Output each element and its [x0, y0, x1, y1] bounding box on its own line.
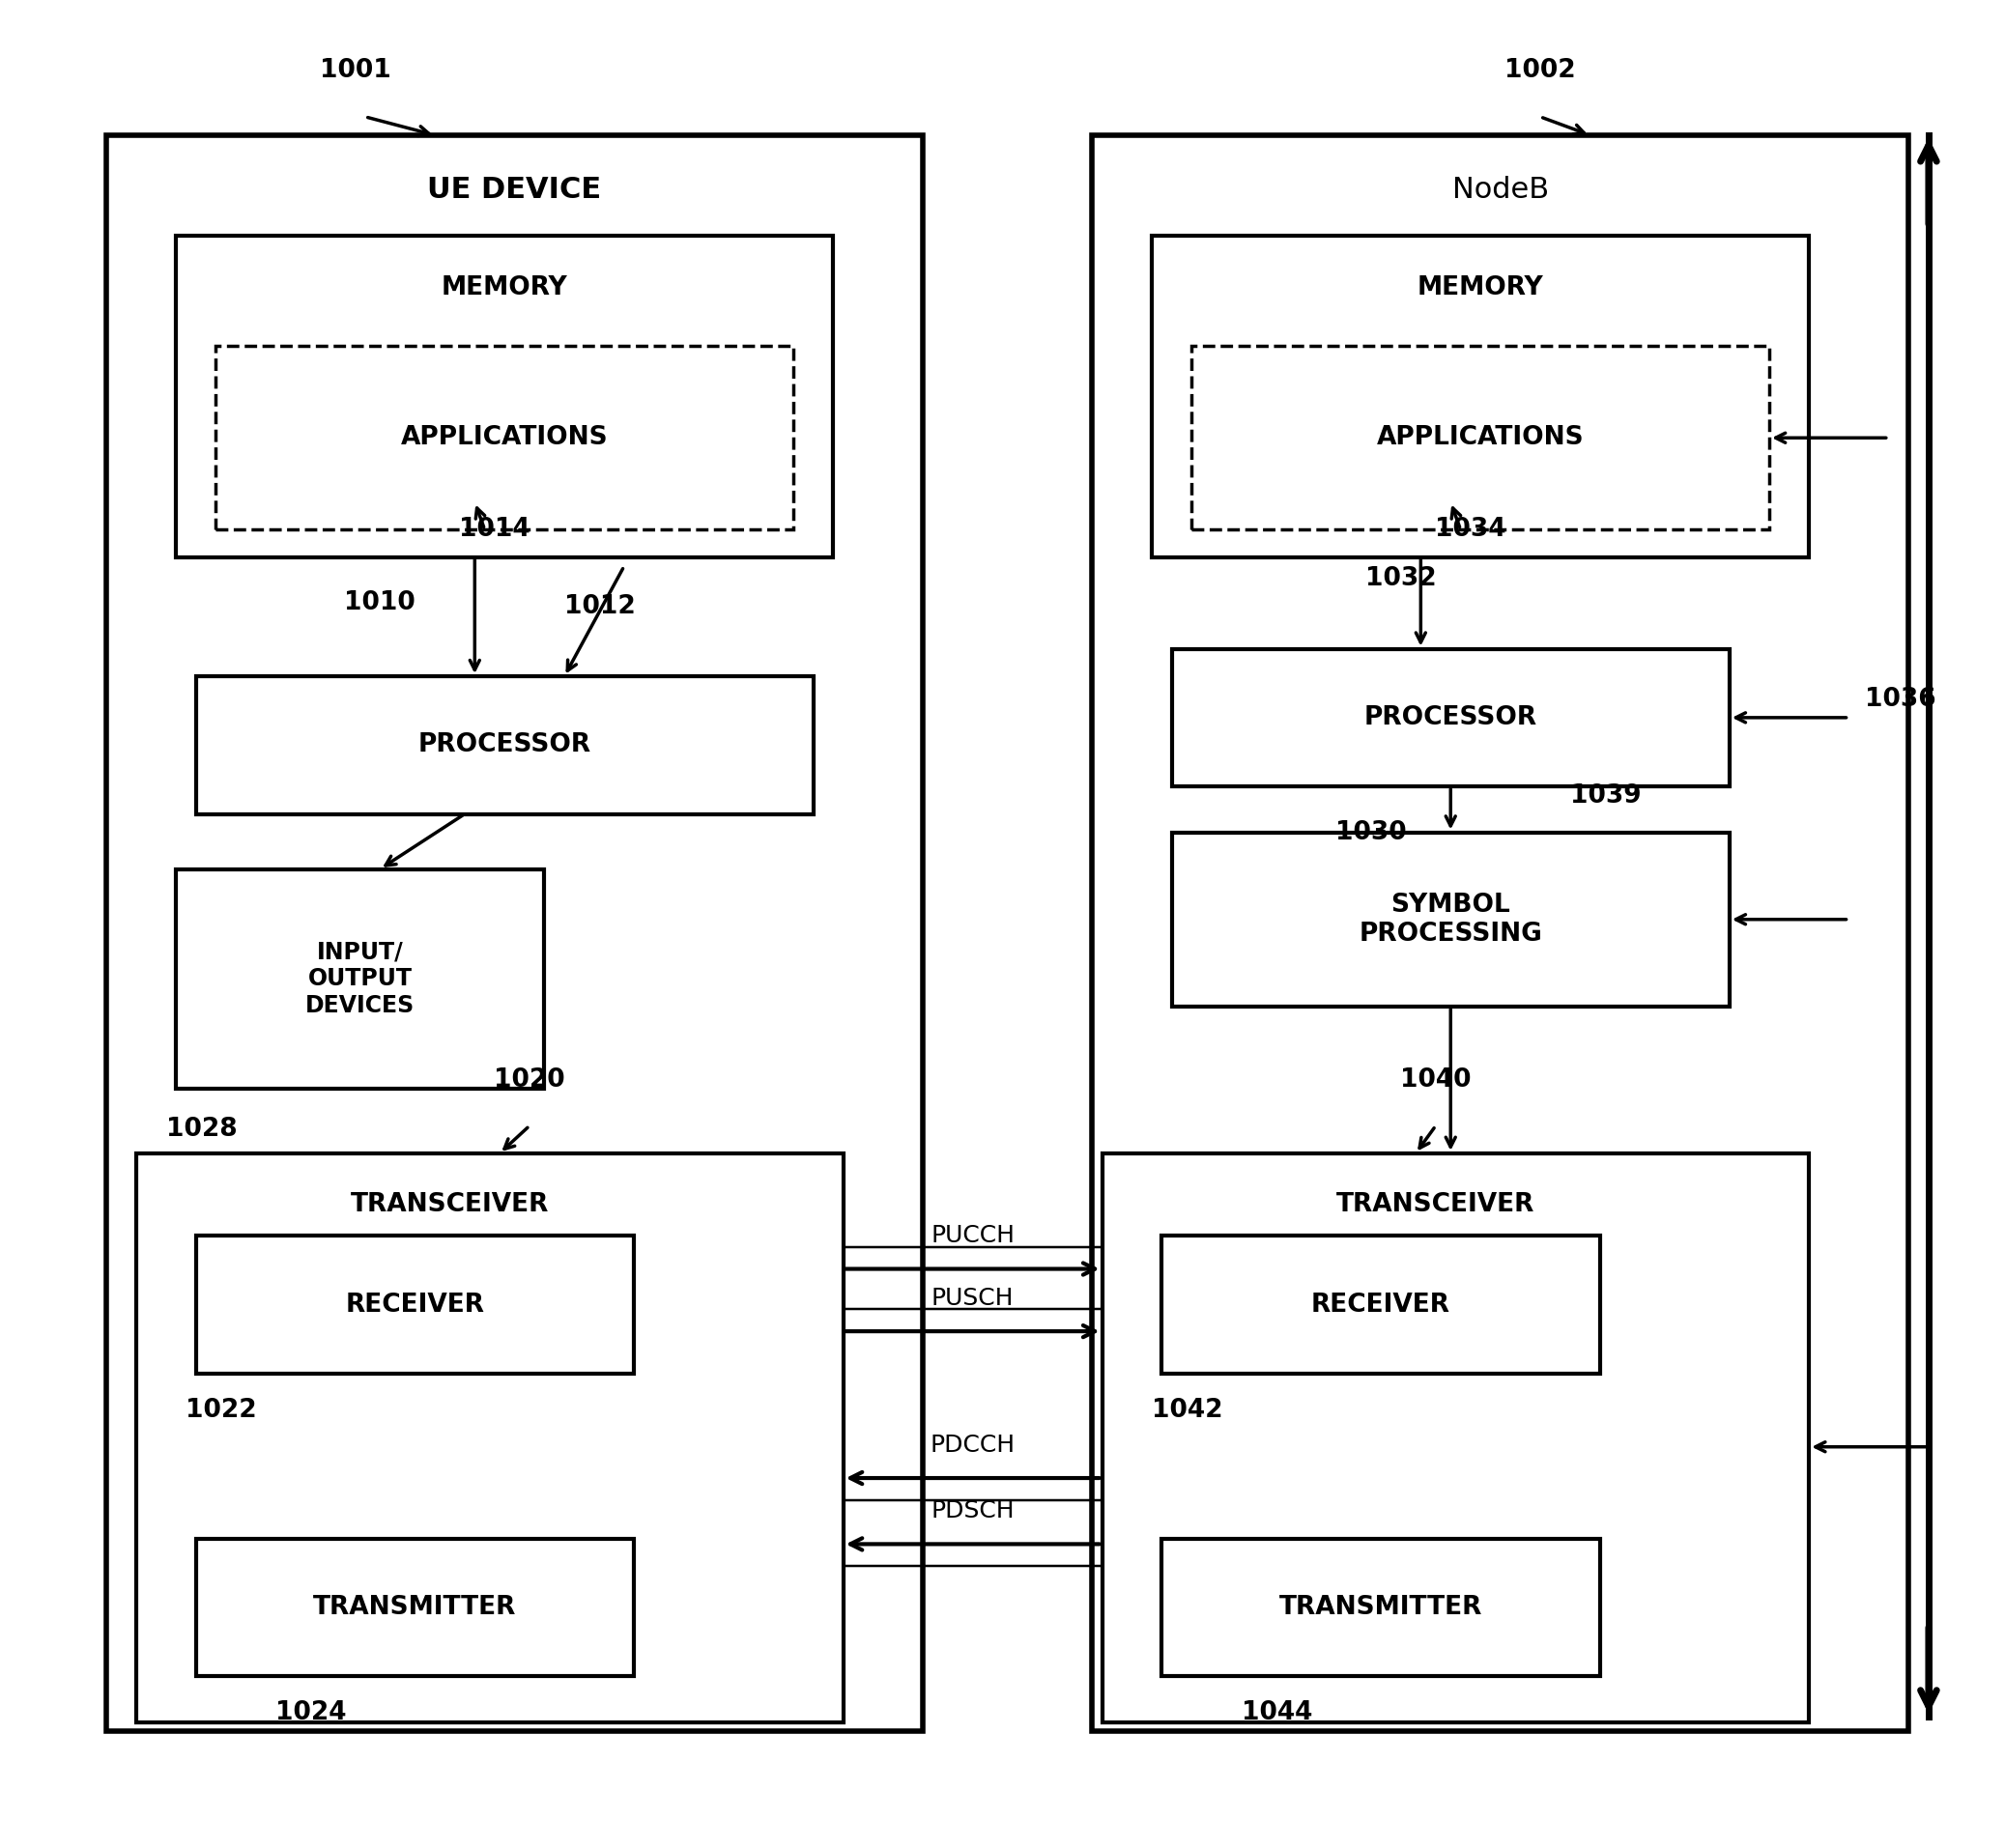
Bar [1103, 1153, 1809, 1722]
Bar [1151, 237, 1809, 556]
Text: PUSCH: PUSCH [930, 1286, 1015, 1310]
Bar [176, 237, 834, 556]
Bar [196, 1236, 634, 1373]
Text: MEMORY: MEMORY [441, 275, 567, 299]
Text: APPLICATIONS: APPLICATIONS [401, 425, 608, 451]
Text: 1001: 1001 [319, 59, 391, 83]
Text: PROCESSOR: PROCESSOR [1363, 706, 1538, 730]
Text: PDCCH: PDCCH [930, 1434, 1015, 1456]
Bar [1161, 1539, 1600, 1676]
Bar [196, 676, 814, 813]
Text: INPUT/
OUTPUT
DEVICES: INPUT/ OUTPUT DEVICES [305, 941, 415, 1018]
Text: 1022: 1022 [186, 1397, 257, 1423]
Text: APPLICATIONS: APPLICATIONS [1377, 425, 1584, 451]
Bar [1171, 832, 1730, 1007]
Text: 1039: 1039 [1570, 784, 1642, 808]
Text: TRANSMITTER: TRANSMITTER [313, 1595, 517, 1621]
Bar [1191, 346, 1768, 530]
Bar [1161, 1236, 1600, 1373]
Text: 1020: 1020 [493, 1068, 565, 1092]
Text: TRANSMITTER: TRANSMITTER [1279, 1595, 1482, 1621]
Text: PUCCH: PUCCH [930, 1223, 1015, 1247]
Text: 1024: 1024 [275, 1700, 347, 1726]
Text: 1030: 1030 [1335, 821, 1408, 845]
Bar [106, 135, 922, 1732]
Bar [1171, 649, 1730, 787]
Bar [217, 346, 794, 530]
Text: TRANSCEIVER: TRANSCEIVER [351, 1192, 549, 1218]
Text: 1002: 1002 [1504, 59, 1576, 83]
Text: 1042: 1042 [1151, 1397, 1223, 1423]
Text: 1036: 1036 [1865, 687, 1937, 711]
Text: PDSCH: PDSCH [930, 1499, 1015, 1523]
Text: 1032: 1032 [1365, 567, 1436, 591]
Text: UE DEVICE: UE DEVICE [427, 176, 602, 203]
Text: 1040: 1040 [1399, 1068, 1472, 1092]
Text: 1044: 1044 [1241, 1700, 1313, 1726]
Bar [176, 869, 545, 1088]
Text: PROCESSOR: PROCESSOR [419, 732, 591, 758]
Text: 1014: 1014 [459, 517, 529, 541]
Bar [136, 1153, 844, 1722]
Text: NodeB: NodeB [1452, 176, 1548, 203]
Bar [1093, 135, 1909, 1732]
Text: TRANSCEIVER: TRANSCEIVER [1337, 1192, 1536, 1218]
Text: RECEIVER: RECEIVER [1311, 1292, 1450, 1318]
Bar [196, 1539, 634, 1676]
Text: 1012: 1012 [563, 593, 636, 619]
Text: MEMORY: MEMORY [1418, 275, 1544, 299]
Text: 1028: 1028 [166, 1116, 237, 1142]
Text: SYMBOL
PROCESSING: SYMBOL PROCESSING [1359, 893, 1542, 946]
Text: 1034: 1034 [1436, 517, 1506, 541]
Text: RECEIVER: RECEIVER [345, 1292, 485, 1318]
Text: 1010: 1010 [343, 590, 415, 615]
